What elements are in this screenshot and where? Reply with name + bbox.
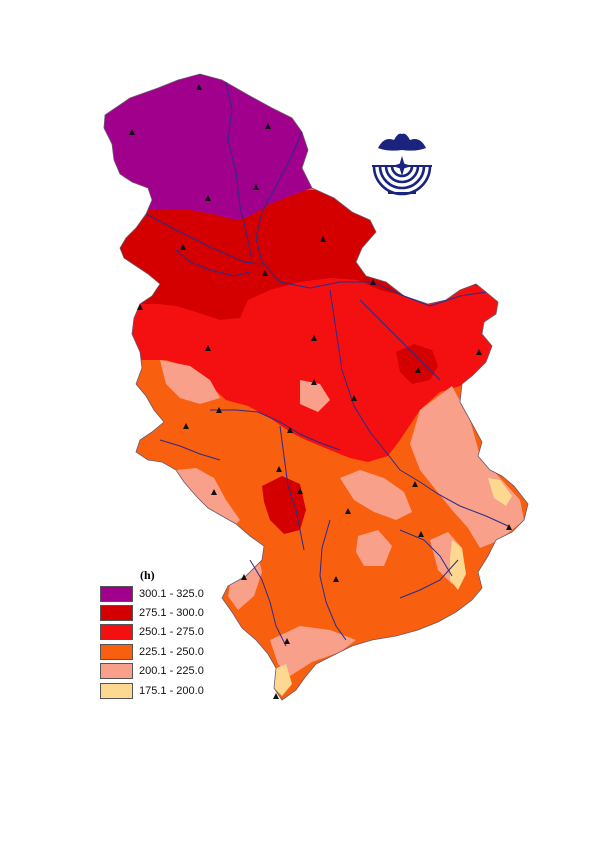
legend-item: 275.1 - 300.0 [100, 603, 240, 622]
legend-swatch [100, 624, 133, 641]
legend-title: (h) [140, 568, 155, 582]
station-marker [241, 574, 247, 580]
legend-item: 200.1 - 225.0 [100, 662, 240, 681]
region-175-200 [272, 478, 512, 696]
legend-label: 275.1 - 300.0 [139, 607, 204, 620]
station-marker [276, 466, 282, 472]
station-marker [216, 407, 222, 413]
rivers [145, 81, 509, 647]
legend-swatch [100, 605, 133, 622]
station-marker [253, 184, 259, 190]
region-300-325 [104, 74, 528, 220]
legend-label: 175.1 - 200.0 [139, 684, 204, 697]
country-border [103, 73, 529, 701]
legend-label: 250.1 - 275.0 [139, 626, 204, 639]
institution-emblem-icon [372, 133, 432, 196]
map-legend: (h) 300.1 - 325.0 275.1 - 300.0 250.1 - 27… [100, 566, 240, 700]
station-marker [205, 195, 211, 201]
legend-swatch [100, 682, 133, 699]
station-marker [351, 395, 357, 401]
station-marker [311, 379, 317, 385]
station-marker [297, 488, 303, 494]
station-marker [476, 349, 482, 355]
station-marker [180, 244, 186, 250]
legend-label: 300.1 - 325.0 [139, 587, 204, 600]
station-marker [262, 270, 268, 276]
station-marker [412, 481, 418, 487]
station-marker [287, 427, 293, 433]
legend-item: 300.1 - 325.0 [100, 584, 240, 603]
legend-item: 250.1 - 275.0 [100, 623, 240, 642]
station-marker [205, 345, 211, 351]
station-marker [345, 508, 351, 514]
legend-item: 225.1 - 250.0 [100, 642, 240, 661]
station-marker [196, 84, 202, 90]
station-marker [370, 279, 376, 285]
station-marker [211, 489, 217, 495]
legend-swatch [100, 643, 133, 660]
station-marker [418, 531, 424, 537]
station-marker [333, 576, 339, 582]
legend-swatch [100, 585, 133, 602]
station-marker [415, 367, 421, 373]
region-275-300-south [262, 476, 306, 534]
legend-swatch [100, 663, 133, 680]
station-marker [137, 304, 143, 310]
region-275-300-east [396, 344, 438, 384]
station-marker [284, 638, 290, 644]
station-marker [311, 335, 317, 341]
station-marker [183, 423, 189, 429]
station-marker [265, 123, 271, 129]
station-marker [273, 693, 279, 699]
weather-stations [129, 84, 512, 699]
legend-label: 225.1 - 250.0 [139, 645, 204, 658]
legend-label: 200.1 - 225.0 [139, 665, 204, 678]
station-marker [320, 236, 326, 242]
station-marker [506, 524, 512, 530]
legend-item: 175.1 - 200.0 [100, 681, 240, 700]
station-marker [129, 129, 135, 135]
legend-rows: 300.1 - 325.0 275.1 - 300.0 250.1 - 275.0 2… [100, 584, 240, 700]
